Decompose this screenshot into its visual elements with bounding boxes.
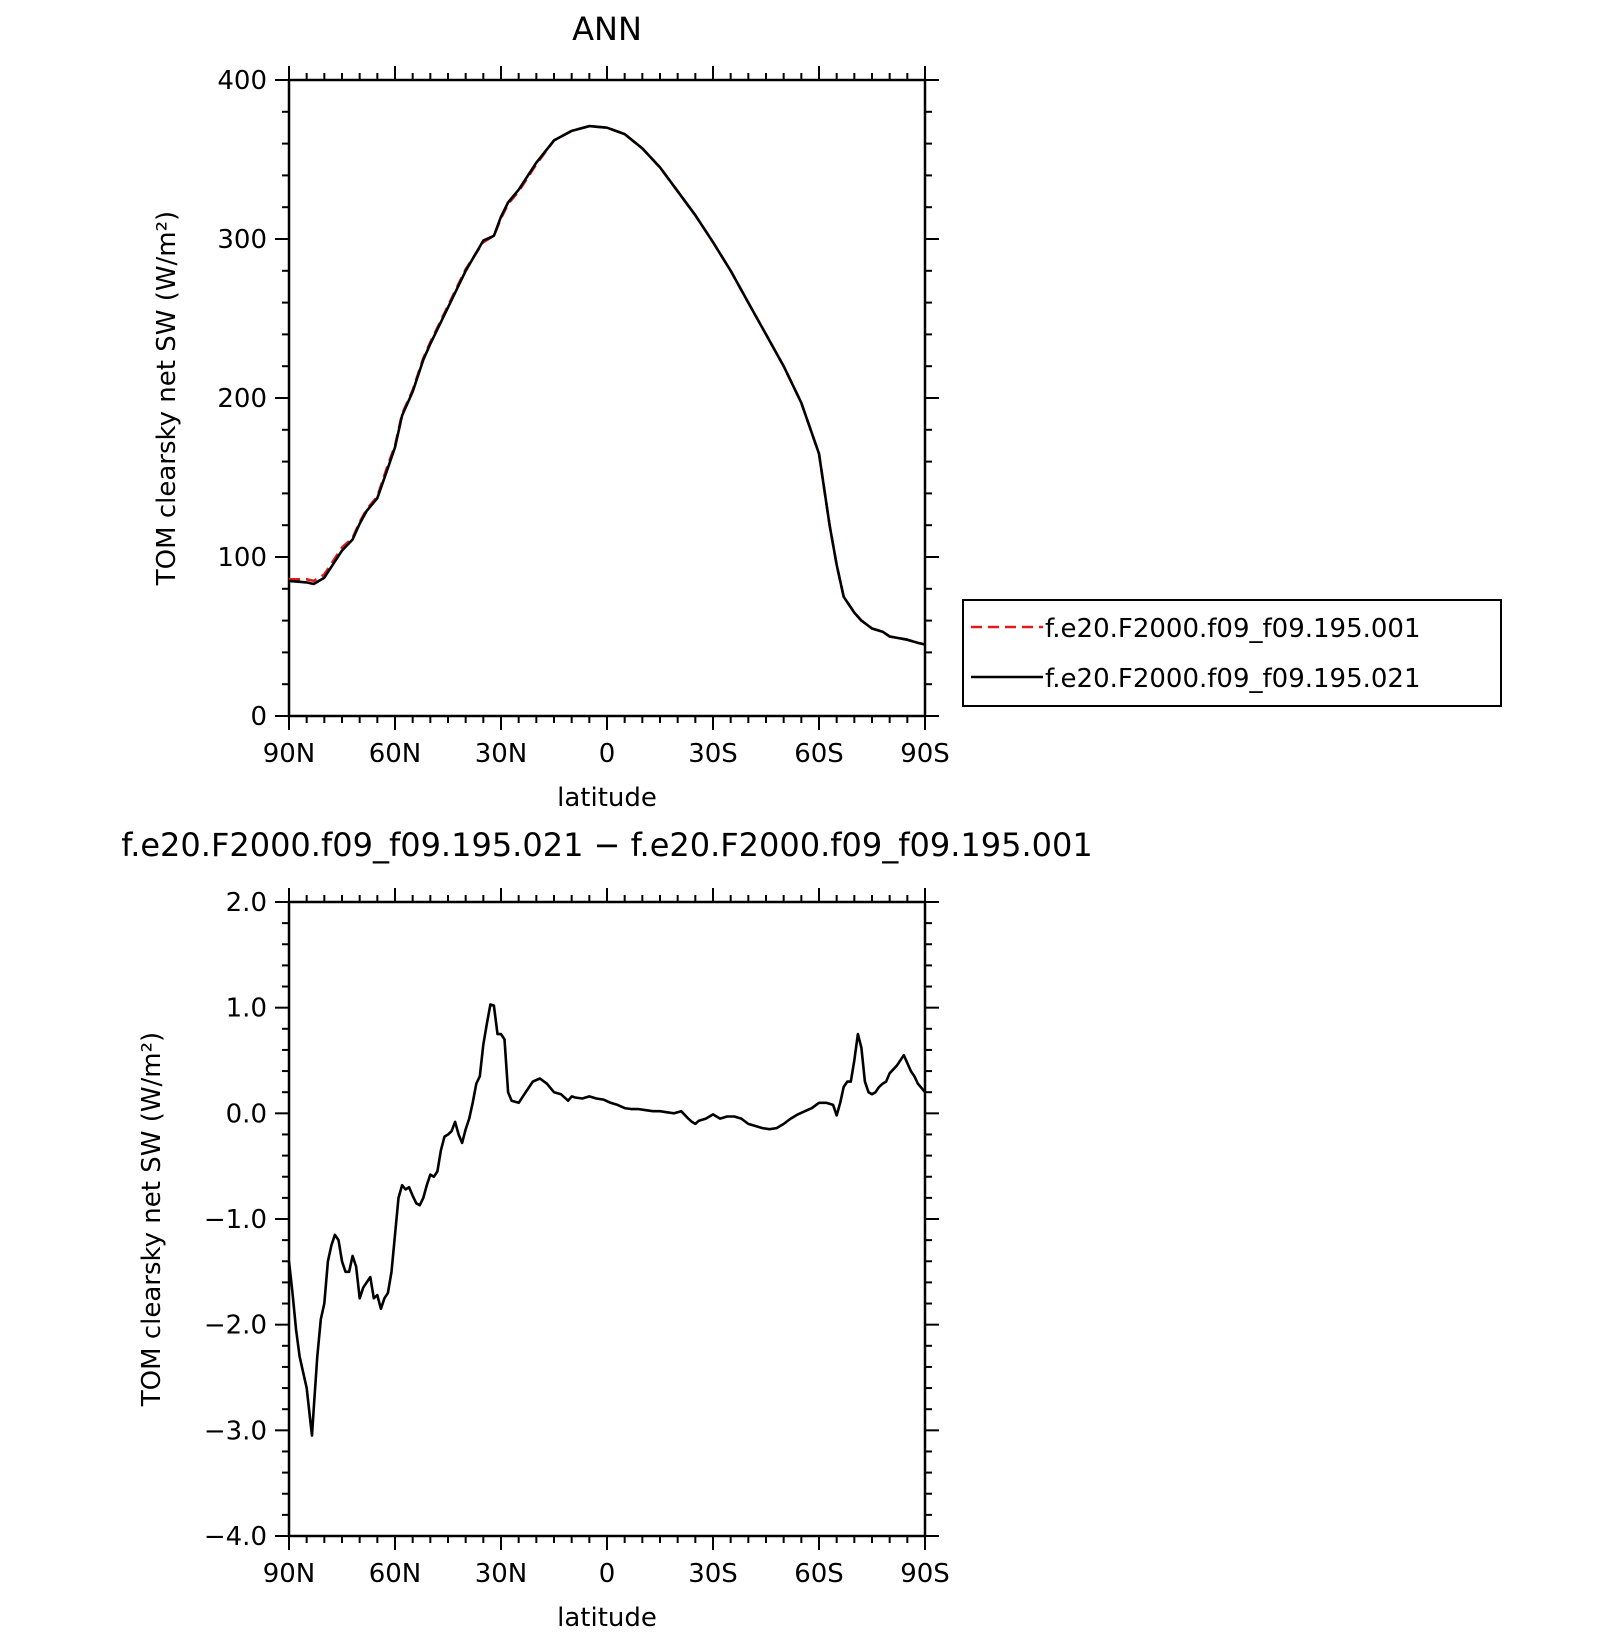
y-tick-label: 0: [250, 702, 267, 732]
x-tick-label: 90N: [263, 739, 316, 769]
x-tick-label: 90S: [900, 1559, 950, 1589]
x-axis-title: latitude: [557, 1603, 657, 1633]
x-tick-label: 90N: [263, 1559, 316, 1589]
x-tick-label: 60N: [369, 739, 422, 769]
x-tick-label: 30N: [475, 739, 528, 769]
y-tick-label: 0.0: [226, 1099, 267, 1129]
y-tick-label: −3.0: [204, 1416, 267, 1446]
y-axis-title: TOM clearsky net SW (W/m²): [137, 1032, 167, 1407]
y-tick-label: −2.0: [204, 1311, 267, 1341]
series-line-0: [287, 1003, 926, 1437]
x-tick-label: 30S: [688, 739, 738, 769]
legend-label-0: f.e20.F2000.f09_f09.195.001: [1045, 614, 1421, 644]
y-tick-label: 1.0: [226, 994, 267, 1024]
x-tick-label: 60S: [794, 739, 844, 769]
x-tick-label: 30S: [688, 1559, 738, 1589]
chart-title: ANN: [572, 10, 642, 48]
y-tick-label: 300: [217, 225, 267, 255]
y-tick-label: 100: [217, 543, 267, 573]
plot-frame: [287, 78, 927, 718]
chart-title: f.e20.F2000.f09_f09.195.021 − f.e20.F200…: [121, 826, 1093, 864]
x-tick-label: 30N: [475, 1559, 528, 1589]
series-line-1: [288, 124, 926, 646]
y-tick-label: −1.0: [204, 1205, 267, 1235]
x-tick-label: 90S: [900, 739, 950, 769]
y-tick-label: 200: [217, 384, 267, 414]
y-tick-label: −4.0: [204, 1522, 267, 1552]
legend-box: [962, 599, 1502, 707]
x-tick-label: 60N: [369, 1559, 422, 1589]
y-axis-title: TOM clearsky net SW (W/m²): [152, 211, 182, 586]
x-tick-label: 60S: [794, 1559, 844, 1589]
series-line-0: [289, 124, 926, 646]
x-tick-label: 0: [599, 739, 616, 769]
x-tick-label: 0: [599, 1559, 616, 1589]
x-axis-title: latitude: [557, 783, 657, 813]
legend-label-1: f.e20.F2000.f09_f09.195.021: [1045, 664, 1421, 694]
y-tick-label: 400: [217, 66, 267, 96]
plot-frame: [287, 900, 927, 1538]
y-tick-label: 2.0: [226, 888, 267, 918]
